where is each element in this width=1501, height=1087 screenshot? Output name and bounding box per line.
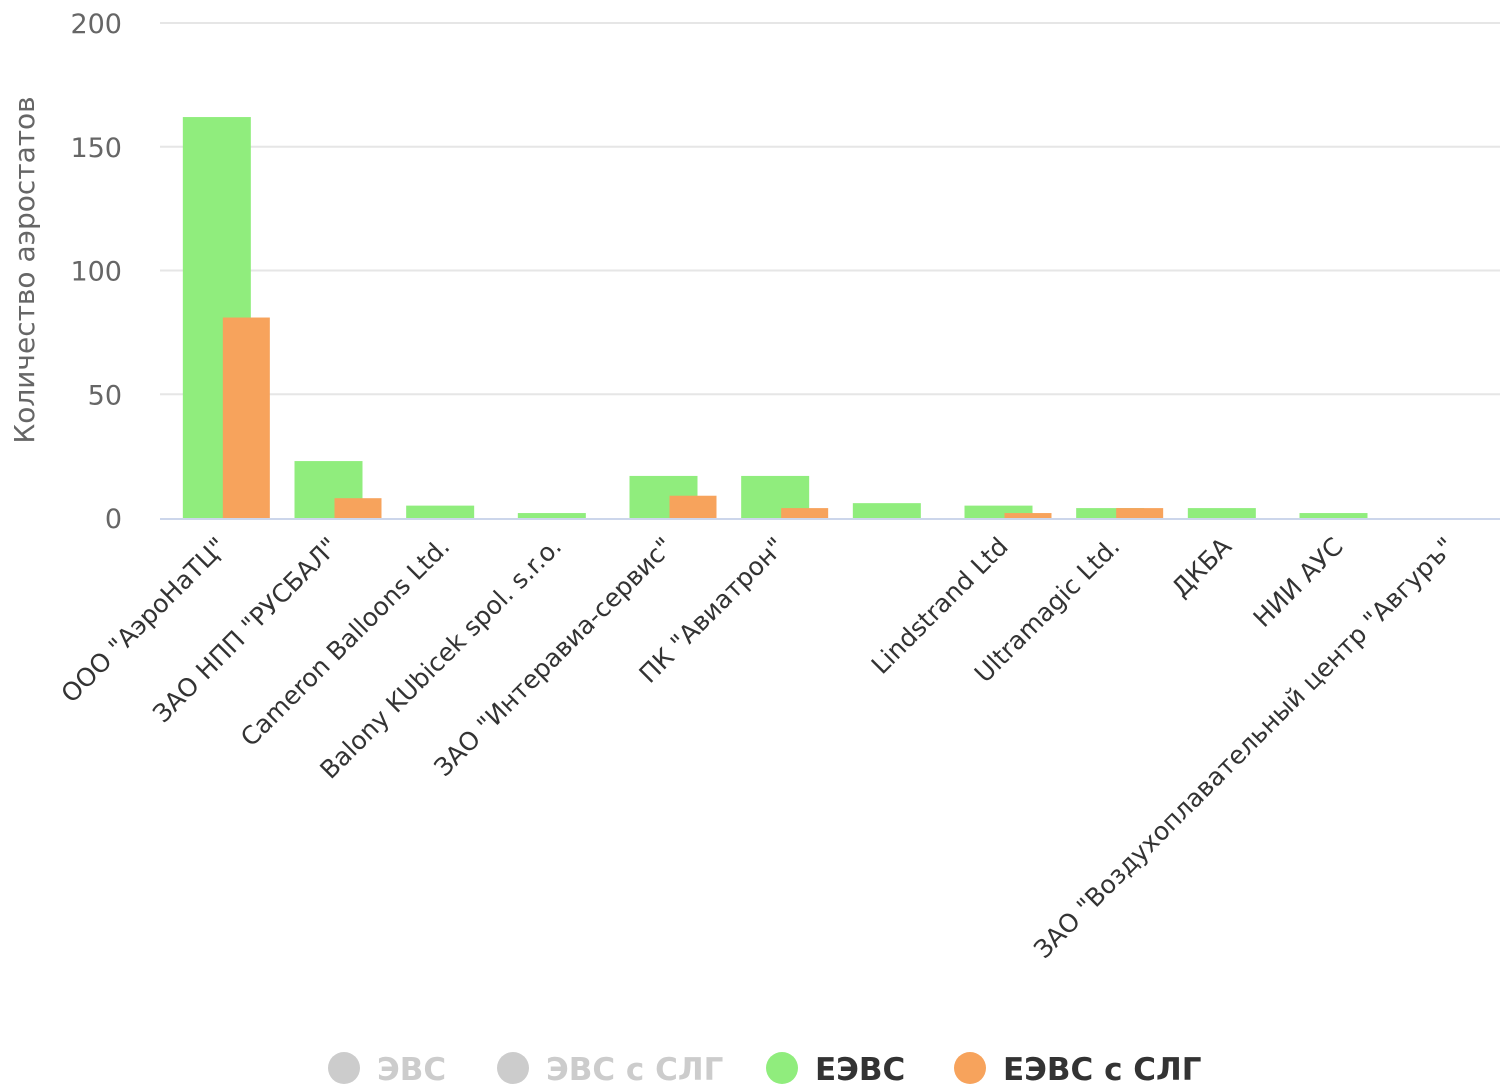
category-label: ЗАО "Интеравиа-сервис" [428,532,678,782]
legend-item-label[interactable]: ЕЭВС [815,1052,905,1087]
y-tick-label: 200 [70,9,122,40]
bar-eevs[interactable] [1187,508,1256,518]
bars [182,117,1368,519]
legend-marker[interactable] [766,1052,798,1084]
bar-eevs-slg[interactable] [222,317,270,518]
bar-eevs-slg[interactable] [781,508,829,518]
bar-eevs[interactable] [1076,508,1145,518]
y-tick-label: 100 [70,257,122,288]
category-label: ЗАО "Воздухоплавательный центр "Авгуръ" [1028,532,1460,964]
grid-lines [160,22,1500,396]
y-tick-label: 50 [88,380,122,411]
y-axis-ticks: 0 50 100 150 200 [70,9,122,535]
bar-eevs[interactable] [517,513,586,518]
category-label: ДКБА [1166,532,1237,603]
bar-eevs-slg[interactable] [1116,508,1164,518]
y-axis-label: Количество аэростатов [8,96,41,443]
legend-marker[interactable] [954,1052,986,1084]
bar-eevs-slg[interactable] [1004,513,1052,518]
bar-eevs-slg[interactable] [334,498,382,518]
y-tick-label: 0 [105,504,122,535]
bar-eevs[interactable] [852,503,921,518]
category-label: Cameron Balloons Ltd. [235,532,455,752]
category-label: ЗАО НПП "РУСБАЛ" [147,532,344,729]
legend-item-label[interactable]: ЭВС с СЛГ [546,1052,723,1087]
bar-eevs[interactable] [406,505,475,518]
category-label: Balony KUbicek spol. s.r.o. [314,532,567,785]
category-labels: ООО "АэроНаТЦ"ЗАО НПП "РУСБАЛ"Cameron Ba… [55,532,1460,964]
legend-marker[interactable] [497,1052,529,1084]
bar-eevs-slg[interactable] [669,495,717,518]
category-label: НИИ АУС [1248,532,1349,633]
legend: ЭВС ЭВС с СЛГ ЕЭВС ЕЭВС с СЛГ [328,1052,1202,1087]
legend-item-label[interactable]: ЕЭВС с СЛГ [1003,1052,1202,1087]
legend-item-label[interactable]: ЭВС [377,1052,446,1087]
bar-eevs[interactable] [1299,513,1368,518]
legend-marker[interactable] [328,1052,360,1084]
y-tick-label: 150 [70,133,122,164]
